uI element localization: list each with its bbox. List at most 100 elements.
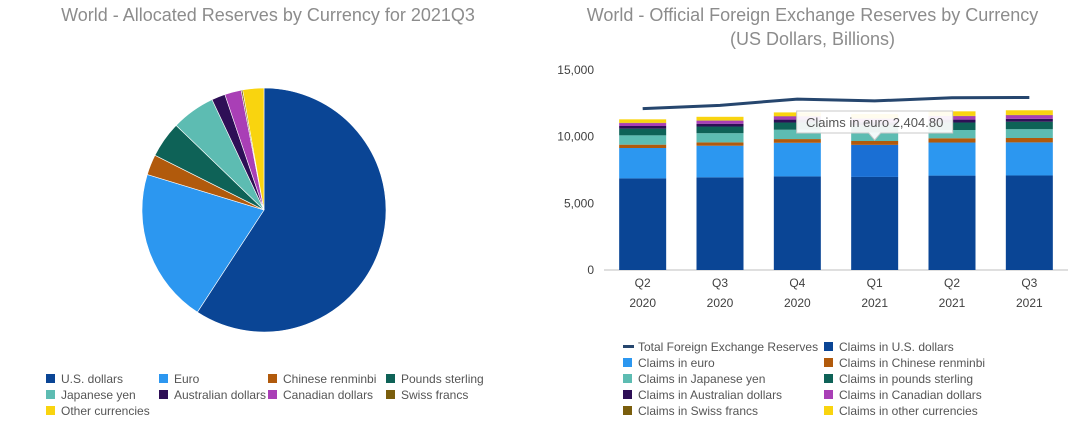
legend-label: Claims in Canadian dollars — [839, 388, 982, 402]
legend-swatch — [46, 390, 55, 400]
bar-segment-cny — [773, 139, 821, 143]
y-tick-label: 10,000 — [557, 130, 594, 144]
bar-segment-other — [1005, 110, 1053, 115]
bar-segment-cny — [696, 142, 744, 146]
pie-legend-item-cad[interactable]: Canadian dollars — [268, 387, 373, 403]
bar-legend-item-usd[interactable]: Claims in U.S. dollars — [824, 339, 954, 355]
bar-segment-cny — [928, 138, 976, 143]
bar-segment-aud — [619, 126, 667, 129]
legend-swatch — [623, 390, 632, 400]
bar-segment-cny — [619, 144, 667, 148]
bar-segment-gbp — [696, 126, 744, 134]
x-tick-label-year: 2021 — [1016, 296, 1043, 310]
bar-segment-eur — [851, 144, 899, 177]
bar-chart-title: World - Official Foreign Exchange Reserv… — [545, 3, 1080, 51]
bar-legend-item-jpy[interactable]: Claims in Japanese yen — [623, 371, 765, 387]
x-tick-label-quarter: Q3 — [712, 276, 728, 290]
pie-legend-item-other[interactable]: Other currencies — [46, 403, 150, 419]
legend-swatch — [824, 406, 833, 416]
bar-segment-usd — [851, 176, 899, 270]
legend-swatch — [623, 406, 632, 416]
bar-segment-usd — [696, 177, 744, 270]
bar-segment-cny — [1005, 138, 1053, 143]
bar-segment-usd — [619, 178, 667, 270]
bar-legend-item-total[interactable]: Total Foreign Exchange Reserves — [623, 339, 818, 355]
pie-slice-other — [242, 87, 265, 211]
bar-segment-jpy — [619, 135, 667, 145]
legend-swatch — [268, 374, 277, 384]
legend-label: Claims in Chinese renminbi — [839, 356, 986, 370]
bar-segment-gbp — [619, 128, 667, 136]
x-tick-label-quarter: Q4 — [789, 276, 805, 290]
legend-swatch — [623, 358, 632, 368]
bar-chart-title-line1: World - Official Foreign Exchange Reserv… — [586, 5, 1039, 25]
legend-swatch — [623, 345, 634, 349]
bar-segment-gbp — [1005, 121, 1053, 130]
legend-label: Claims in Japanese yen — [638, 372, 766, 386]
bar-legend-item-other[interactable]: Claims in other currencies — [824, 403, 978, 419]
bar-legend-item-eur[interactable]: Claims in euro — [623, 355, 715, 371]
pie-legend-item-gbp[interactable]: Pounds sterling — [386, 371, 484, 387]
legend-label: Claims in U.S. dollars — [839, 340, 954, 354]
pie-legend-item-cny[interactable]: Chinese renminbi — [268, 371, 376, 387]
total-reserves-line — [642, 95, 1030, 111]
bar-segment-cny — [851, 141, 899, 145]
bar-segment-usd — [773, 176, 821, 270]
x-tick-label-quarter: Q1 — [867, 276, 883, 290]
y-tick-label: 0 — [587, 263, 594, 277]
legend-label: Australian dollars — [174, 388, 267, 402]
bar-legend-item-chf[interactable]: Claims in Swiss francs — [623, 403, 758, 419]
legend-swatch — [386, 374, 395, 384]
legend-label: Claims in euro — [638, 356, 715, 370]
bar-chart-subtitle: (US Dollars, Billions) — [729, 29, 896, 49]
bar-legend-item-gbp[interactable]: Claims in pounds sterling — [824, 371, 973, 387]
x-tick-label-year: 2020 — [707, 296, 734, 310]
bar-legend-item-cad[interactable]: Claims in Canadian dollars — [824, 387, 982, 403]
pie-chart-title: World - Allocated Reserves by Currency f… — [61, 5, 475, 25]
bar-segment-cad — [619, 123, 667, 126]
legend-label: Chinese renminbi — [283, 372, 377, 386]
x-tick-label-quarter: Q2 — [635, 276, 651, 290]
legend-swatch — [824, 342, 833, 352]
pie-legend-item-jpy[interactable]: Japanese yen — [46, 387, 136, 403]
pie-legend-item-eur[interactable]: Euro — [159, 371, 199, 387]
legend-label: Euro — [174, 372, 200, 386]
bar-segment-jpy — [928, 130, 976, 139]
bar-segment-eur — [619, 148, 667, 179]
bar-segment-jpy — [696, 133, 744, 143]
x-tick-label-quarter: Q3 — [1021, 276, 1037, 290]
tooltip-text: Claims in euro 2,404.80 — [806, 115, 943, 130]
legend-label: Claims in Swiss francs — [638, 404, 759, 418]
bar-segment-aud — [1005, 118, 1053, 122]
legend-label: Other currencies — [61, 404, 150, 418]
pie-legend-item-chf[interactable]: Swiss francs — [386, 387, 468, 403]
bar-segment-jpy — [773, 129, 821, 140]
y-tick-label: 5,000 — [564, 196, 594, 210]
bar-segment-eur — [1005, 142, 1053, 176]
x-tick-label-year: 2021 — [861, 296, 888, 310]
x-tick-label-year: 2021 — [939, 296, 966, 310]
pie-legend-item-aud[interactable]: Australian dollars — [159, 387, 266, 403]
legend-swatch — [46, 374, 55, 384]
legend-swatch — [386, 390, 395, 400]
tooltip-box — [796, 110, 954, 141]
bar-segment-eur — [773, 142, 821, 177]
bar-segment-eur — [696, 145, 744, 178]
bar-segment-jpy — [1005, 129, 1053, 138]
pie-slice-usd — [196, 87, 387, 333]
pie-slice-eur — [141, 174, 265, 313]
legend-swatch — [46, 406, 55, 416]
pie-legend-item-usd[interactable]: U.S. dollars — [46, 371, 123, 387]
legend-label: Pounds sterling — [401, 372, 484, 386]
legend-swatch — [159, 390, 168, 400]
y-tick-label: 15,000 — [557, 63, 594, 77]
bar-legend-item-cny[interactable]: Claims in Chinese renminbi — [824, 355, 985, 371]
legend-label: Claims in pounds sterling — [839, 372, 974, 386]
legend-swatch — [159, 374, 168, 384]
legend-swatch — [824, 374, 833, 384]
legend-swatch — [623, 374, 632, 384]
bar-legend-item-aud[interactable]: Claims in Australian dollars — [623, 387, 782, 403]
legend-swatch — [824, 390, 833, 400]
tooltip: Claims in euro 2,404.80 — [796, 110, 954, 141]
